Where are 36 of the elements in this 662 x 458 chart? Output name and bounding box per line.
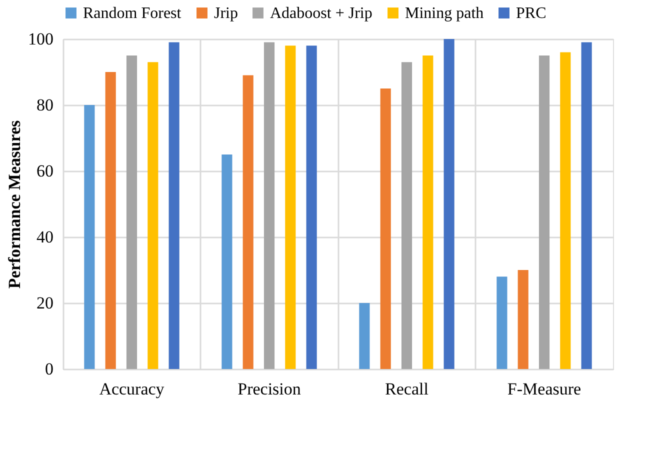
bar (148, 62, 158, 369)
bar (285, 46, 296, 369)
bar (126, 56, 138, 369)
y-tick-label: 100 (28, 30, 54, 48)
bar (84, 105, 95, 369)
bar (222, 154, 232, 369)
y-tick-label: 80 (36, 96, 54, 114)
legend-label: PRC (516, 5, 546, 22)
y-axis-title: Performance Measures (5, 120, 24, 289)
bar (496, 276, 508, 369)
legend-label: Jrip (214, 5, 238, 22)
bar (264, 42, 275, 369)
bar (359, 303, 370, 369)
y-tick-label: 0 (45, 360, 54, 378)
bar (168, 42, 180, 369)
bar (242, 75, 254, 369)
x-tick-label: F-Measure (507, 380, 582, 398)
x-tick-label: Recall (385, 380, 429, 398)
bar (422, 56, 434, 369)
bar (105, 72, 116, 369)
bar (560, 52, 571, 369)
y-tick-label: 60 (36, 162, 54, 180)
bar (538, 56, 550, 369)
y-tick-label: 20 (36, 294, 54, 312)
y-tick-label: 40 (36, 228, 54, 246)
x-tick-label: Accuracy (99, 380, 165, 398)
bar (444, 39, 454, 369)
bar (306, 46, 317, 369)
legend-label: Mining path (405, 5, 484, 22)
bar (401, 62, 412, 369)
legend-label: Adaboost + Jrip (270, 5, 372, 22)
bar (518, 270, 528, 369)
bar (380, 88, 391, 369)
legend-label: Random Forest (83, 5, 182, 22)
x-tick-label: Precision (238, 380, 302, 398)
bar (581, 42, 592, 369)
